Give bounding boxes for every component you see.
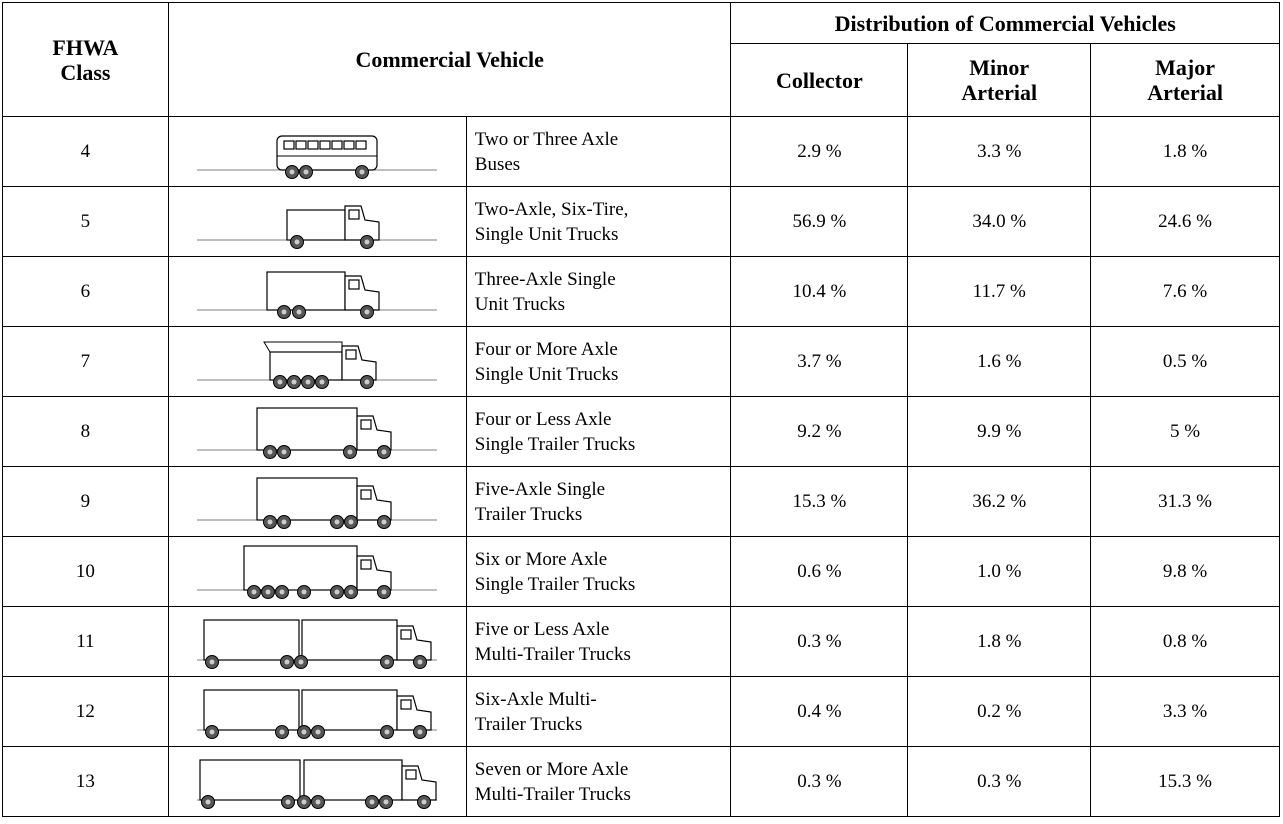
header-minor: Minor Arterial: [908, 44, 1091, 117]
vehicle-description: Three-Axle Single Unit Trucks: [466, 257, 731, 327]
minor-arterial-share: 3.3 %: [908, 117, 1091, 187]
table-row: 8 Four or Less Axle Single Trailer Trucks…: [3, 397, 1280, 467]
minor-arterial-share: 11.7 %: [908, 257, 1091, 327]
vehicle-description: Seven or More Axle Multi-Trailer Trucks: [466, 747, 731, 817]
minor-arterial-share: 1.8 %: [908, 607, 1091, 677]
major-arterial-share: 31.3 %: [1091, 467, 1280, 537]
collector-share: 56.9 %: [731, 187, 908, 257]
major-arterial-share: 1.8 %: [1091, 117, 1280, 187]
major-arterial-share: 15.3 %: [1091, 747, 1280, 817]
vehicle-icon: [192, 402, 442, 462]
vehicle-icon: [192, 192, 442, 252]
vehicle-icon-cell: [168, 537, 466, 607]
vehicle-icon-cell: [168, 397, 466, 467]
vehicle-description: Five-Axle Single Trailer Trucks: [466, 467, 731, 537]
minor-arterial-share: 34.0 %: [908, 187, 1091, 257]
vehicle-description: Two or Three Axle Buses: [466, 117, 731, 187]
vehicle-icon-cell: [168, 467, 466, 537]
collector-share: 2.9 %: [731, 117, 908, 187]
vehicle-icon: [192, 682, 442, 742]
vehicle-icon: [192, 752, 442, 812]
header-collector: Collector: [731, 44, 908, 117]
vehicle-icon-cell: [168, 187, 466, 257]
minor-arterial-share: 0.3 %: [908, 747, 1091, 817]
major-arterial-share: 5 %: [1091, 397, 1280, 467]
vehicle-table: FHWA Class Commercial Vehicle Distributi…: [2, 2, 1280, 817]
vehicle-icon: [192, 472, 442, 532]
minor-arterial-share: 1.0 %: [908, 537, 1091, 607]
vehicle-icon-cell: [168, 117, 466, 187]
vehicle-icon: [192, 332, 442, 392]
header-major: Major Arterial: [1091, 44, 1280, 117]
minor-arterial-share: 0.2 %: [908, 677, 1091, 747]
major-arterial-share: 7.6 %: [1091, 257, 1280, 327]
vehicle-description: Six or More Axle Single Trailer Trucks: [466, 537, 731, 607]
vehicle-description: Two-Axle, Six-Tire, Single Unit Trucks: [466, 187, 731, 257]
fhwa-class: 4: [3, 117, 169, 187]
collector-share: 0.3 %: [731, 607, 908, 677]
minor-arterial-share: 9.9 %: [908, 397, 1091, 467]
vehicle-icon-cell: [168, 607, 466, 677]
collector-share: 0.4 %: [731, 677, 908, 747]
major-arterial-share: 3.3 %: [1091, 677, 1280, 747]
header-vehicle: Commercial Vehicle: [168, 3, 731, 117]
vehicle-description: Four or More Axle Single Unit Trucks: [466, 327, 731, 397]
vehicle-icon-cell: [168, 747, 466, 817]
collector-share: 9.2 %: [731, 397, 908, 467]
major-arterial-share: 24.6 %: [1091, 187, 1280, 257]
fhwa-class: 9: [3, 467, 169, 537]
header-class: FHWA Class: [3, 3, 169, 117]
collector-share: 10.4 %: [731, 257, 908, 327]
major-arterial-share: 9.8 %: [1091, 537, 1280, 607]
vehicle-icon: [192, 542, 442, 602]
fhwa-class: 7: [3, 327, 169, 397]
vehicle-description: Six-Axle Multi- Trailer Trucks: [466, 677, 731, 747]
fhwa-class: 10: [3, 537, 169, 607]
collector-share: 0.3 %: [731, 747, 908, 817]
vehicle-description: Four or Less Axle Single Trailer Trucks: [466, 397, 731, 467]
fhwa-class: 6: [3, 257, 169, 327]
table-row: 10 Six or More Axle Single Trailer Trucks…: [3, 537, 1280, 607]
fhwa-class: 13: [3, 747, 169, 817]
minor-arterial-share: 1.6 %: [908, 327, 1091, 397]
fhwa-class: 11: [3, 607, 169, 677]
vehicle-icon-cell: [168, 327, 466, 397]
vehicle-icon: [192, 122, 442, 182]
major-arterial-share: 0.5 %: [1091, 327, 1280, 397]
vehicle-icon-cell: [168, 257, 466, 327]
vehicle-icon: [192, 612, 442, 672]
collector-share: 15.3 %: [731, 467, 908, 537]
fhwa-class: 12: [3, 677, 169, 747]
header-distribution: Distribution of Commercial Vehicles: [731, 3, 1280, 44]
fhwa-class: 5: [3, 187, 169, 257]
major-arterial-share: 0.8 %: [1091, 607, 1280, 677]
table-row: 11 Five or Less Axle Multi-Trailer Trucks…: [3, 607, 1280, 677]
vehicle-icon: [192, 262, 442, 322]
collector-share: 3.7 %: [731, 327, 908, 397]
table-row: 13 Seven or More Axle Multi-Trailer Truck…: [3, 747, 1280, 817]
vehicle-icon-cell: [168, 677, 466, 747]
fhwa-class: 8: [3, 397, 169, 467]
minor-arterial-share: 36.2 %: [908, 467, 1091, 537]
vehicle-description: Five or Less Axle Multi-Trailer Trucks: [466, 607, 731, 677]
collector-share: 0.6 %: [731, 537, 908, 607]
